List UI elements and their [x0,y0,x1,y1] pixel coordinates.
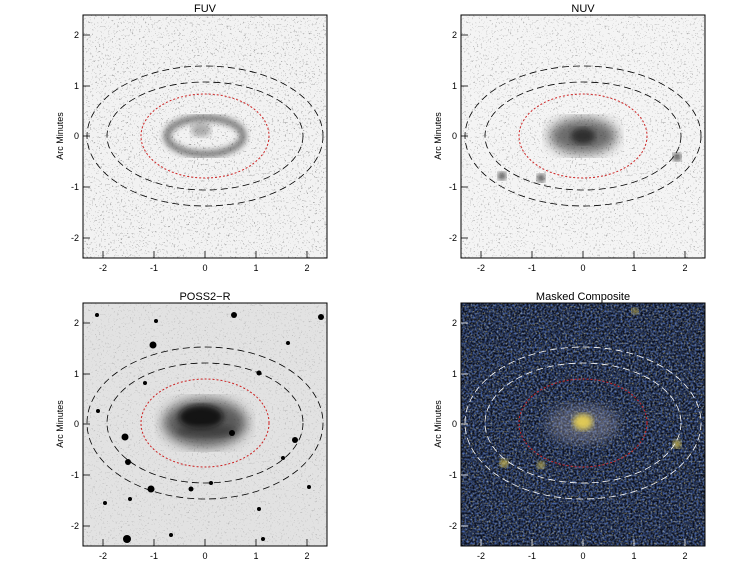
x-tick-label: 1 [253,263,258,273]
y-tick-label: 2 [74,30,79,40]
y-tick-label: -1 [449,182,457,192]
x-tick-label: -1 [150,551,158,561]
panel-title-nuv: NUV [571,3,595,15]
x-tick-label: -2 [477,551,485,561]
x-tick-label: 2 [304,551,309,561]
x-tick-label: 2 [682,263,687,273]
y-tick-label: 1 [74,369,79,379]
panel-poss2r: POSS2−R -2 -1 0 1 2 2 [55,291,328,561]
axis-ticks [461,322,686,546]
x-tick-label: 2 [682,551,687,561]
axis-ticks [461,34,686,258]
galaxy-body [163,399,247,447]
x-tick-label: -1 [528,551,536,561]
middle-ellipse [106,81,304,191]
point-source [537,174,545,182]
y-tick-label: 2 [452,30,457,40]
y-tick-label: 2 [452,318,457,328]
y-tick-label: 0 [452,419,457,429]
x-tick-label: -2 [477,263,485,273]
panel-title-fuv: FUV [194,3,217,15]
x-tick-label: 0 [580,263,585,273]
y-tick-label: -1 [71,182,79,192]
panel-fuv: FUV -2 -1 0 1 2 2 1 0 -1 -2 Arc Minutes [55,3,328,273]
y-axis-label: Arc Minutes [433,112,443,160]
y-tick-label: -1 [71,470,79,480]
y-axis-label: Arc Minutes [55,112,65,160]
outer-ellipse [86,346,324,500]
x-tick-label: -1 [528,263,536,273]
panel-title-poss2r: POSS2−R [179,291,230,303]
y-tick-label: 1 [74,81,79,91]
galaxy-core [549,118,617,154]
point-source [500,459,508,467]
y-tick-label: 1 [452,369,457,379]
y-tick-label: -2 [71,233,79,243]
y-tick-label: 0 [74,131,79,141]
x-tick-label: 0 [202,263,207,273]
inner-ellipse [518,93,648,179]
outer-ellipse [464,346,702,500]
panel-title-composite: Masked Composite [536,291,630,303]
y-axis-label: Arc Minutes [433,400,443,448]
y-tick-label: 0 [452,131,457,141]
inner-ellipse [518,378,648,468]
axis-ticks [83,322,308,546]
x-tick-label: 0 [580,551,585,561]
x-tick-label: 1 [631,263,636,273]
panel-composite: Masked Composite -2 -1 0 1 2 2 1 0 -1 -2… [433,291,706,561]
y-tick-label: -2 [71,521,79,531]
point-source [673,153,681,161]
x-tick-label: 2 [304,263,309,273]
x-tick-label: -2 [99,551,107,561]
middle-ellipse [484,362,682,484]
y-axis-label: Arc Minutes [55,400,65,448]
point-source [632,308,638,314]
x-tick-label: -2 [99,263,107,273]
middle-ellipse [106,362,304,484]
axis-ticks [83,34,308,258]
x-tick-label: 0 [202,551,207,561]
panel-nuv: NUV -2 -1 0 1 2 2 1 0 -1 -2 Arc Minutes [433,3,706,273]
image-noise [83,15,327,258]
inner-ellipse [140,93,270,179]
x-tick-label: 1 [631,551,636,561]
point-source [537,461,545,469]
galaxy-ring [163,114,247,158]
y-tick-label: 1 [452,81,457,91]
y-tick-label: -2 [449,233,457,243]
x-tick-label: -1 [150,263,158,273]
x-tick-label: 1 [253,551,258,561]
y-tick-label: -2 [449,521,457,531]
middle-ellipse [484,81,682,191]
inner-ellipse [140,378,270,468]
y-tick-label: -1 [449,470,457,480]
point-source [498,172,506,180]
y-tick-label: 0 [74,419,79,429]
galaxy-core [547,404,619,444]
point-source [673,440,681,448]
foreground-stars [95,312,324,543]
y-tick-label: 2 [74,318,79,328]
